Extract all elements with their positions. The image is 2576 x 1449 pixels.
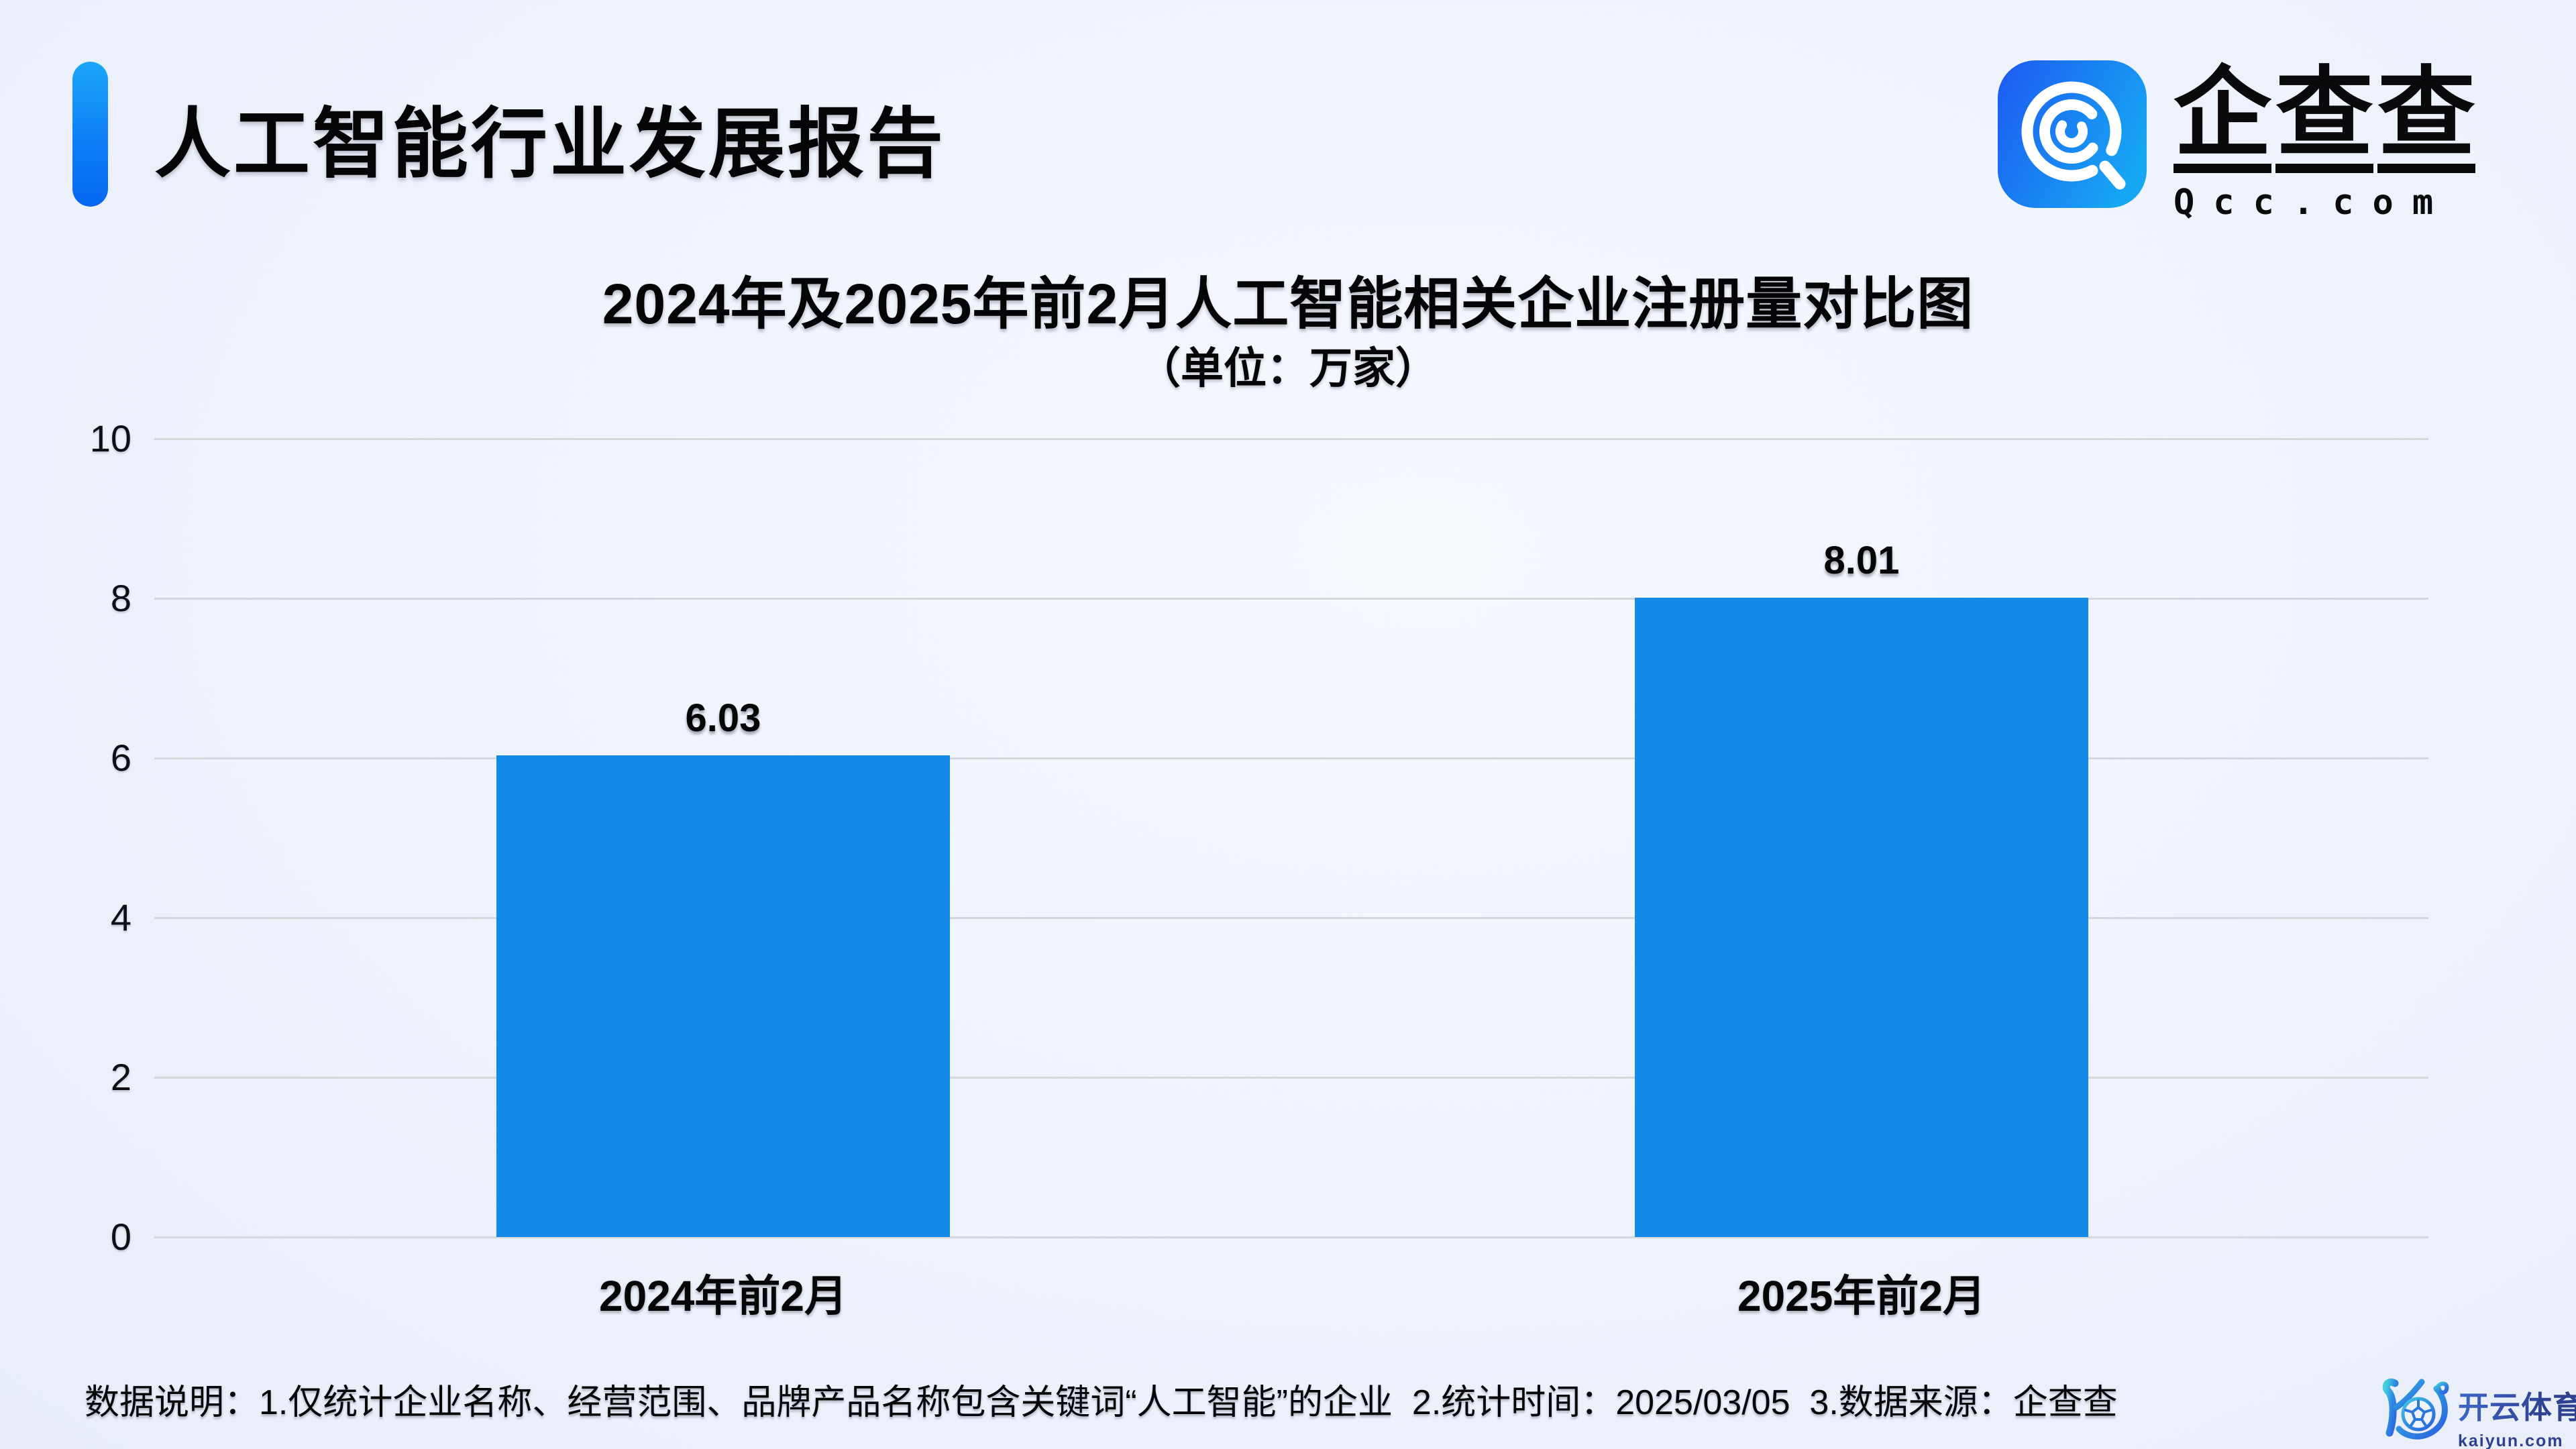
kaiyun-watermark: 开云体育 kaiyun.com <box>2380 1374 2576 1449</box>
x-axis-category-label: 2024年前2月 <box>599 1272 847 1320</box>
bar-value-label: 8.01 <box>1823 539 1900 582</box>
data-note: 数据说明：1.仅统计企业名称、经营范围、品牌产品名称包含关键词“人工智能”的企业… <box>85 1383 2118 1422</box>
kaiyun-brand: 开云体育 <box>2458 1383 2576 1428</box>
report-title: 人工智能行业发展报告 <box>154 102 947 187</box>
chart-title: 2024年及2025年前2月人工智能相关企业注册量对比图 <box>602 272 1974 335</box>
bar-value-label: 6.03 <box>685 696 761 740</box>
kaiyun-text: 开云体育 kaiyun.com <box>2458 1383 2576 1449</box>
y-axis-tick-label: 2 <box>110 1056 131 1098</box>
y-axis-tick-label: 10 <box>89 417 131 460</box>
y-axis-tick-label: 6 <box>110 737 131 779</box>
qcc-app-icon <box>1998 60 2147 208</box>
x-axis-category-label: 2025年前2月 <box>1737 1272 1986 1320</box>
qcc-logo-domain: Qcc.com <box>2174 182 2453 223</box>
y-axis-tick-label: 4 <box>110 896 131 938</box>
qcc-logo-char: 查 <box>2377 64 2475 173</box>
y-gridline <box>154 598 2428 600</box>
qcc-logo-char: 查 <box>2275 64 2373 173</box>
bar <box>1635 598 2088 1237</box>
y-axis-tick-label: 0 <box>110 1216 131 1258</box>
kaiyun-k-football-icon <box>2382 1379 2449 1440</box>
qcc-logo-char: 企 <box>2174 64 2271 173</box>
qcc-logo: 企 查 查 Qcc.com <box>1998 60 2479 223</box>
kaiyun-domain: kaiyun.com <box>2458 1432 2564 1449</box>
y-gridline <box>154 438 2428 440</box>
y-gridline <box>154 1236 2428 1238</box>
bar <box>496 755 950 1237</box>
y-gridline <box>154 1077 2428 1079</box>
y-gridline <box>154 917 2428 919</box>
qcc-logo-name: 企 查 查 <box>2174 64 2479 173</box>
chart-unit-label: （单位：万家） <box>1138 344 1438 392</box>
title-accent-bar <box>72 62 108 207</box>
qcc-logo-text: 企 查 查 Qcc.com <box>2174 64 2479 223</box>
y-gridline <box>154 757 2428 759</box>
y-axis-tick-label: 8 <box>110 577 131 619</box>
